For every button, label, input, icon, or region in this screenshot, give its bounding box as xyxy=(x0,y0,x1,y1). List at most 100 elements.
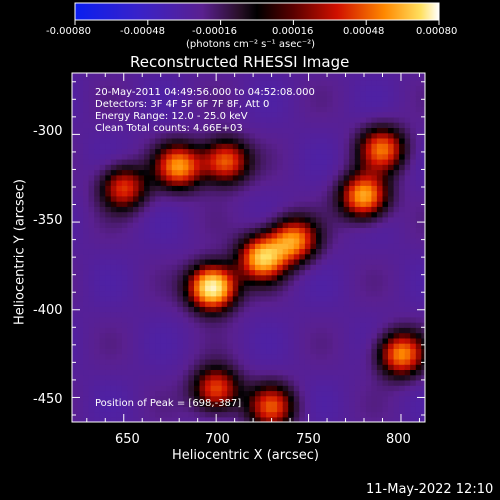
heatmap-cell xyxy=(376,164,383,171)
heatmap-cell xyxy=(83,258,90,265)
heatmap-cell xyxy=(277,279,284,286)
heatmap-cell xyxy=(227,332,234,339)
heatmap-cell xyxy=(210,132,217,139)
heatmap-cell xyxy=(410,395,417,402)
y-tick-label-neg450: -450 xyxy=(33,392,63,407)
heatmap-cell xyxy=(121,332,128,339)
heatmap-cell xyxy=(232,306,239,313)
heatmap-cell xyxy=(105,248,112,255)
heatmap-cell xyxy=(277,101,284,107)
heatmap-cell xyxy=(110,174,117,181)
heatmap-cell xyxy=(177,185,184,192)
heatmap-cell xyxy=(99,374,106,381)
heatmap-cell xyxy=(94,248,101,255)
heatmap-cell xyxy=(415,285,422,292)
heatmap-cell xyxy=(188,332,195,339)
heatmap-cell xyxy=(271,80,278,86)
heatmap-cell xyxy=(288,190,295,197)
heatmap-cell xyxy=(343,332,350,339)
heatmap-cell xyxy=(288,306,295,313)
heatmap-cell xyxy=(327,395,334,402)
heatmap-cell xyxy=(255,148,262,155)
heatmap-cell xyxy=(171,116,178,123)
heatmap-cell xyxy=(116,148,123,155)
heatmap-cell xyxy=(404,143,411,150)
heatmap-cell xyxy=(393,301,400,307)
heatmap-cell xyxy=(277,127,284,134)
heatmap-cell xyxy=(255,327,262,334)
heatmap-cell xyxy=(260,101,267,107)
heatmap-cell xyxy=(94,148,101,155)
heatmap-cell xyxy=(182,80,189,86)
heatmap-cell xyxy=(393,264,400,271)
heatmap-cell xyxy=(260,201,267,207)
heatmap-cell xyxy=(116,137,123,144)
heatmap-cell xyxy=(155,116,162,123)
heatmap-cell xyxy=(360,101,367,107)
heatmap-cell xyxy=(349,306,356,313)
heatmap-cell xyxy=(360,201,367,207)
heatmap-cell xyxy=(216,195,223,202)
heatmap-cell xyxy=(227,374,234,381)
heatmap-cell xyxy=(116,374,123,381)
heatmap-cell xyxy=(227,122,234,128)
heatmap-cell xyxy=(371,195,378,202)
heatmap-cell xyxy=(316,127,323,134)
heatmap-cell xyxy=(232,111,239,118)
heatmap-cell xyxy=(321,137,328,144)
heatmap-cell xyxy=(260,301,267,307)
heatmap-cell xyxy=(410,337,417,344)
heatmap-cell xyxy=(293,353,300,360)
heatmap-cell xyxy=(99,137,106,144)
heatmap-cell xyxy=(299,322,306,328)
heatmap-cell xyxy=(255,343,262,349)
heatmap-cell xyxy=(133,74,140,81)
heatmap-cell xyxy=(243,73,250,76)
heatmap-cell xyxy=(199,237,206,244)
heatmap-cell xyxy=(127,85,134,92)
heatmap-cell xyxy=(410,364,417,370)
heatmap-cell xyxy=(121,385,128,392)
heatmap-cell xyxy=(393,211,400,218)
heatmap-cell xyxy=(221,306,228,313)
heatmap-cell xyxy=(376,374,383,381)
heatmap-cell xyxy=(343,132,350,139)
heatmap-cell xyxy=(343,395,350,402)
heatmap-cell xyxy=(88,401,95,407)
heatmap-cell xyxy=(410,253,417,260)
heatmap-cell xyxy=(404,395,411,402)
heatmap-cell xyxy=(282,169,289,176)
heatmap-cell xyxy=(121,74,128,81)
heatmap-cell xyxy=(271,248,278,255)
heatmap-cell xyxy=(238,390,245,397)
heatmap-cell xyxy=(255,269,262,276)
heatmap-cell xyxy=(177,211,184,218)
heatmap-cell xyxy=(182,190,189,197)
heatmap-cell xyxy=(266,153,273,160)
heatmap-cell xyxy=(99,116,106,123)
heatmap-cell xyxy=(149,111,156,118)
heatmap-cell xyxy=(110,285,117,292)
heatmap-cell xyxy=(182,406,189,413)
heatmap-cell xyxy=(221,374,228,381)
heatmap-cell xyxy=(288,216,295,223)
heatmap-cell xyxy=(72,148,79,155)
heatmap-cell xyxy=(160,211,167,218)
heatmap-cell xyxy=(249,237,256,244)
heatmap-cell xyxy=(238,322,245,328)
heatmap-cell xyxy=(221,180,228,186)
heatmap-cell xyxy=(72,416,79,422)
heatmap-cell xyxy=(155,101,162,107)
heatmap-cell xyxy=(205,369,212,376)
heatmap-cell xyxy=(399,406,406,413)
heatmap-cell xyxy=(288,137,295,144)
heatmap-cell xyxy=(243,174,250,181)
heatmap-cell xyxy=(310,85,317,92)
heatmap-cell xyxy=(110,332,117,339)
heatmap-cell xyxy=(293,258,300,265)
heatmap-cell xyxy=(116,232,123,239)
heatmap-cell xyxy=(282,264,289,271)
heatmap-cell xyxy=(155,406,162,413)
heatmap-cell xyxy=(338,122,345,128)
heatmap-cell xyxy=(88,385,95,392)
